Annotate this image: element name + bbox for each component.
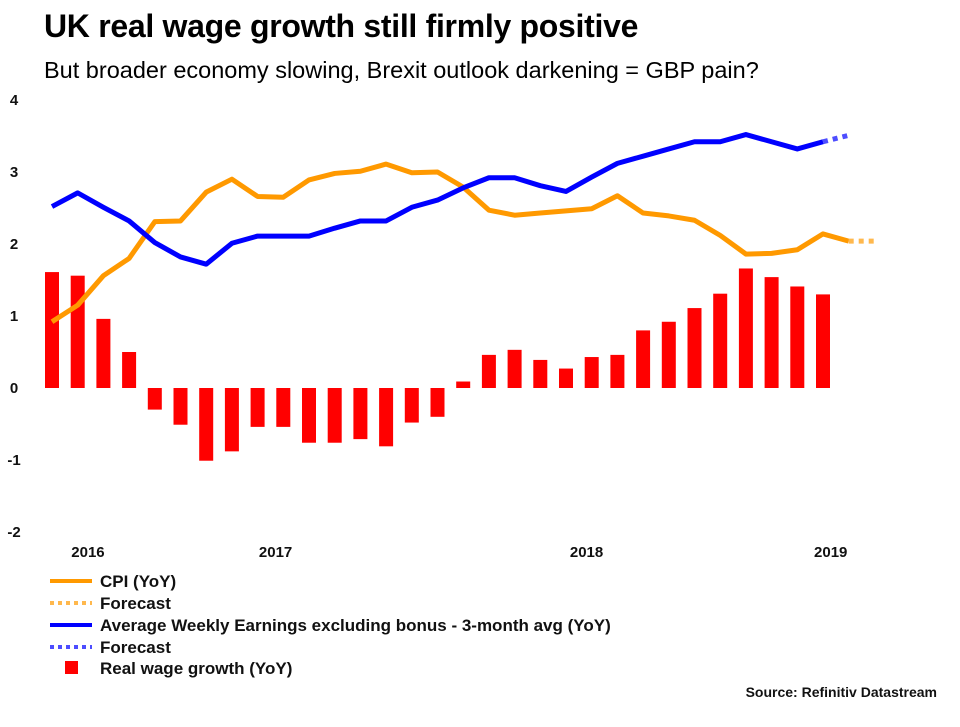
y-tick-label: -1 bbox=[7, 452, 20, 469]
real-wage-bar bbox=[687, 308, 702, 388]
y-tick-label: 1 bbox=[10, 308, 18, 325]
y-tick-label: 2 bbox=[10, 236, 18, 253]
real-wage-bar bbox=[122, 352, 137, 388]
y-axis: 4 3 2 1 0 -1 -2 bbox=[7, 92, 20, 541]
real-wage-bar bbox=[456, 381, 471, 388]
real-wage-bar bbox=[45, 272, 59, 388]
real-wage-bar bbox=[610, 354, 625, 388]
legend-item: Real wage growth (YoY) bbox=[65, 659, 292, 678]
real-wage-bar bbox=[713, 293, 728, 388]
x-tick-label: 2019 bbox=[814, 544, 847, 561]
real-wage-bar bbox=[250, 388, 265, 427]
real-wage-bar bbox=[507, 349, 522, 388]
legend-label: Average Weekly Earnings excluding bonus … bbox=[100, 616, 611, 635]
real-wage-bar bbox=[96, 318, 111, 388]
real-wage-bar bbox=[790, 286, 805, 388]
y-tick-label: -2 bbox=[7, 524, 20, 541]
y-tick-label: 0 bbox=[10, 380, 18, 397]
real-wage-bar bbox=[199, 388, 214, 461]
real-wage-bar bbox=[147, 388, 162, 410]
cpi-line bbox=[50, 161, 850, 324]
real-wage-bar bbox=[738, 268, 753, 388]
real-wage-bar bbox=[353, 388, 368, 440]
real-wage-bar bbox=[173, 388, 188, 425]
legend: CPI (YoY) Forecast Average Weekly Earnings… bbox=[50, 572, 611, 678]
awe-forecast-line bbox=[822, 132, 850, 145]
legend-label: Real wage growth (YoY) bbox=[100, 659, 292, 678]
real-wage-bar bbox=[327, 388, 342, 443]
real-wage-bar bbox=[559, 368, 573, 388]
x-tick-label: 2017 bbox=[259, 544, 292, 561]
x-axis: 2016 2017 2018 2019 bbox=[71, 544, 847, 561]
real-wage-bar bbox=[224, 388, 239, 452]
x-tick-label: 2016 bbox=[71, 544, 104, 561]
real-wage-bar bbox=[661, 321, 676, 388]
real-wage-bar bbox=[404, 388, 419, 423]
legend-item: CPI (YoY) bbox=[50, 572, 176, 591]
legend-label: Forecast bbox=[100, 638, 171, 657]
real-wage-bar bbox=[430, 388, 445, 417]
real-wage-bars bbox=[45, 268, 830, 461]
real-wage-bar bbox=[276, 388, 291, 427]
legend-item: Forecast bbox=[50, 594, 171, 613]
legend-swatch-square bbox=[65, 661, 78, 674]
real-wage-bar bbox=[302, 388, 316, 443]
real-wage-bar bbox=[816, 294, 830, 388]
chart-subtitle: But broader economy slowing, Brexit outl… bbox=[44, 57, 759, 83]
legend-item: Forecast bbox=[50, 638, 171, 657]
real-wage-bar bbox=[481, 354, 496, 388]
real-wage-bar bbox=[379, 388, 394, 447]
source-note: Source: Refinitiv Datastream bbox=[746, 684, 937, 700]
real-wage-bar bbox=[584, 357, 599, 388]
x-tick-label: 2018 bbox=[570, 544, 603, 561]
chart-title: UK real wage growth still firmly positiv… bbox=[44, 8, 639, 44]
legend-item: Average Weekly Earnings excluding bonus … bbox=[50, 616, 611, 635]
legend-label: Forecast bbox=[100, 594, 171, 613]
real-wage-bar bbox=[533, 359, 548, 388]
real-wage-bar bbox=[764, 277, 779, 388]
y-tick-label: 3 bbox=[10, 164, 18, 181]
real-wage-bar bbox=[70, 275, 85, 388]
line-series bbox=[50, 132, 875, 324]
awe-line bbox=[50, 132, 824, 267]
legend-label: CPI (YoY) bbox=[100, 572, 176, 591]
y-tick-label: 4 bbox=[10, 92, 19, 109]
real-wage-bar bbox=[636, 330, 651, 388]
